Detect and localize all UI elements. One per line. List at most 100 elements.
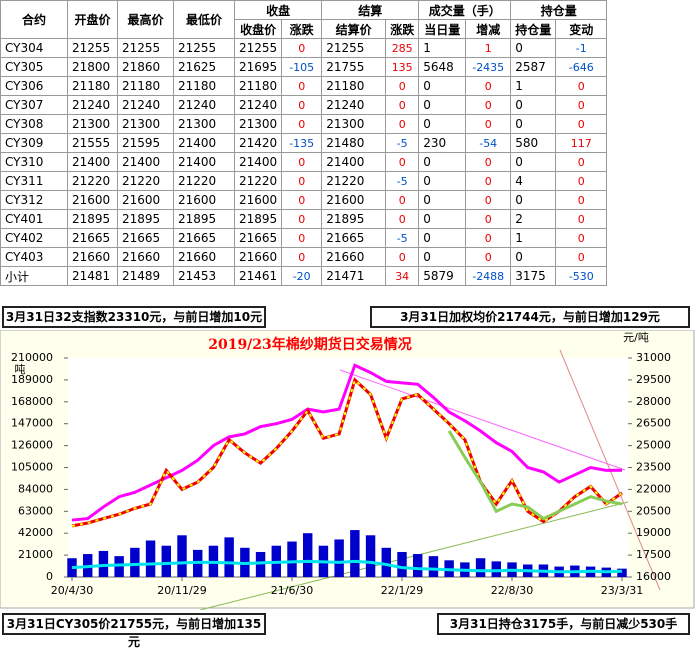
volume-bar (255, 551, 266, 577)
trend-line (339, 369, 626, 471)
value-cell: 0 (281, 114, 323, 134)
contract-cell: 小计 (0, 266, 68, 286)
value-cell: 0 (555, 209, 608, 229)
y-tick-label: 63000 (18, 504, 53, 517)
y-tick-label: 0 (46, 570, 53, 583)
y-tick-label: 105000 (11, 461, 53, 474)
y2-tick-label: 28000 (636, 395, 671, 408)
x-tick-label: 20/4/30 (51, 584, 93, 597)
x-tick-label: 23/3/31 (601, 584, 643, 597)
table-row: CY308 21300 21300 21300 21300 0 21300 0 0 0 0 0 (0, 114, 608, 134)
header: 结算 (321, 0, 420, 20)
value-cell: 0 (465, 152, 512, 172)
value-cell: 21240 (321, 95, 387, 115)
value-cell: 2587 (510, 57, 557, 77)
value-cell: 2 (510, 209, 557, 229)
value-cell: 0 (510, 190, 557, 210)
value-cell: 0 (418, 209, 467, 229)
value-cell: 0 (510, 95, 557, 115)
value-cell: 21600 (117, 190, 174, 210)
header: 成交量（手） (418, 0, 512, 20)
y-tick-label: 210000 (11, 351, 53, 364)
subheader: 结算价 (321, 19, 387, 39)
contract-cell: CY310 (0, 152, 68, 172)
value-cell: 0 (385, 76, 420, 96)
value-cell: 230 (418, 133, 467, 153)
table-row: CY402 21665 21665 21665 21665 0 21665 -5 0 0 1 0 (0, 228, 608, 248)
value-cell: 21660 (67, 247, 118, 267)
plot-area (68, 358, 628, 577)
value-cell: 0 (385, 114, 420, 134)
subheader: 增减 (465, 19, 512, 39)
volume-bar (334, 539, 344, 577)
volume-bar (114, 556, 124, 577)
contract-cell: CY312 (0, 190, 68, 210)
header: 收盘 (233, 0, 323, 20)
value-cell: 21180 (67, 76, 118, 96)
header: 开盘价 (67, 0, 118, 39)
value-cell: 0 (555, 171, 608, 191)
value-cell: 21600 (233, 190, 283, 210)
value-cell: 0 (385, 95, 420, 115)
value-cell: 0 (281, 209, 323, 229)
value-cell: 21895 (117, 209, 174, 229)
value-cell: 21600 (321, 190, 387, 210)
value-cell: 21695 (233, 57, 283, 77)
value-cell: 21255 (67, 38, 118, 58)
value-cell: 21220 (67, 171, 118, 191)
y-tick-label: 126000 (11, 439, 53, 452)
y2-tick-label: 22000 (636, 482, 671, 495)
value-cell: 21300 (233, 114, 283, 134)
value-cell: 0 (555, 247, 608, 267)
volume-bar (413, 554, 423, 577)
value-cell: 135 (385, 57, 420, 77)
y-tick-label: 42000 (18, 526, 53, 539)
volume-bar (177, 535, 187, 577)
value-cell: 21400 (173, 152, 235, 172)
value-cell: 0 (510, 247, 557, 267)
value-cell: 1 (465, 38, 512, 58)
note: 3月31日CY305价21755元，与前日增加135元 (2, 613, 266, 649)
value-cell: 21895 (173, 209, 235, 229)
value-cell: 21600 (67, 190, 118, 210)
table-row: CY309 21555 21595 21400 21420 -135 21480 -5 230-… (0, 133, 608, 153)
value-cell: 21660 (173, 247, 235, 267)
x-tick-label: 22/1/29 (381, 584, 423, 597)
value-cell: 21600 (173, 190, 235, 210)
value-cell: 21489 (117, 266, 174, 286)
value-cell: 21400 (67, 152, 118, 172)
table-row: CY310 21400 21400 21400 21400 0 21400 0 0 0 0 0 (0, 152, 608, 172)
y2-tick-label: 29500 (636, 373, 671, 386)
volume-bar (161, 545, 171, 577)
y2-tick-label: 17500 (636, 548, 671, 561)
value-cell: 0 (418, 228, 467, 248)
value-cell: 21660 (321, 247, 387, 267)
y2-tick-label: 16000 (636, 570, 671, 583)
value-cell: 34 (385, 266, 420, 286)
y2-tick-label: 26500 (636, 417, 671, 430)
y-tick-label: 147000 (11, 417, 53, 430)
value-cell: 5648 (418, 57, 467, 77)
volume-bar (397, 551, 407, 577)
value-cell: 21895 (321, 209, 387, 229)
value-cell: -646 (555, 57, 608, 77)
y2-tick-label: 31000 (636, 351, 671, 364)
contract-cell: CY305 (0, 57, 68, 77)
value-cell: 21255 (321, 38, 387, 58)
value-cell: -2488 (465, 266, 512, 286)
value-cell: 21180 (117, 76, 174, 96)
value-cell: 1 (510, 228, 557, 248)
value-cell: 21400 (321, 152, 387, 172)
value-cell: 0 (281, 38, 323, 58)
value-cell: 0 (418, 171, 467, 191)
x-tick-label: 21/6/30 (271, 584, 313, 597)
contract-cell: CY401 (0, 209, 68, 229)
y2-tick-label: 25000 (636, 439, 671, 452)
value-cell: 21665 (321, 228, 387, 248)
value-cell: 21625 (173, 57, 235, 77)
value-cell: 21660 (233, 247, 283, 267)
value-cell: 0 (465, 190, 512, 210)
value-cell: 0 (555, 95, 608, 115)
y-tick-label: 21000 (18, 548, 53, 561)
volume-bar (224, 537, 234, 577)
